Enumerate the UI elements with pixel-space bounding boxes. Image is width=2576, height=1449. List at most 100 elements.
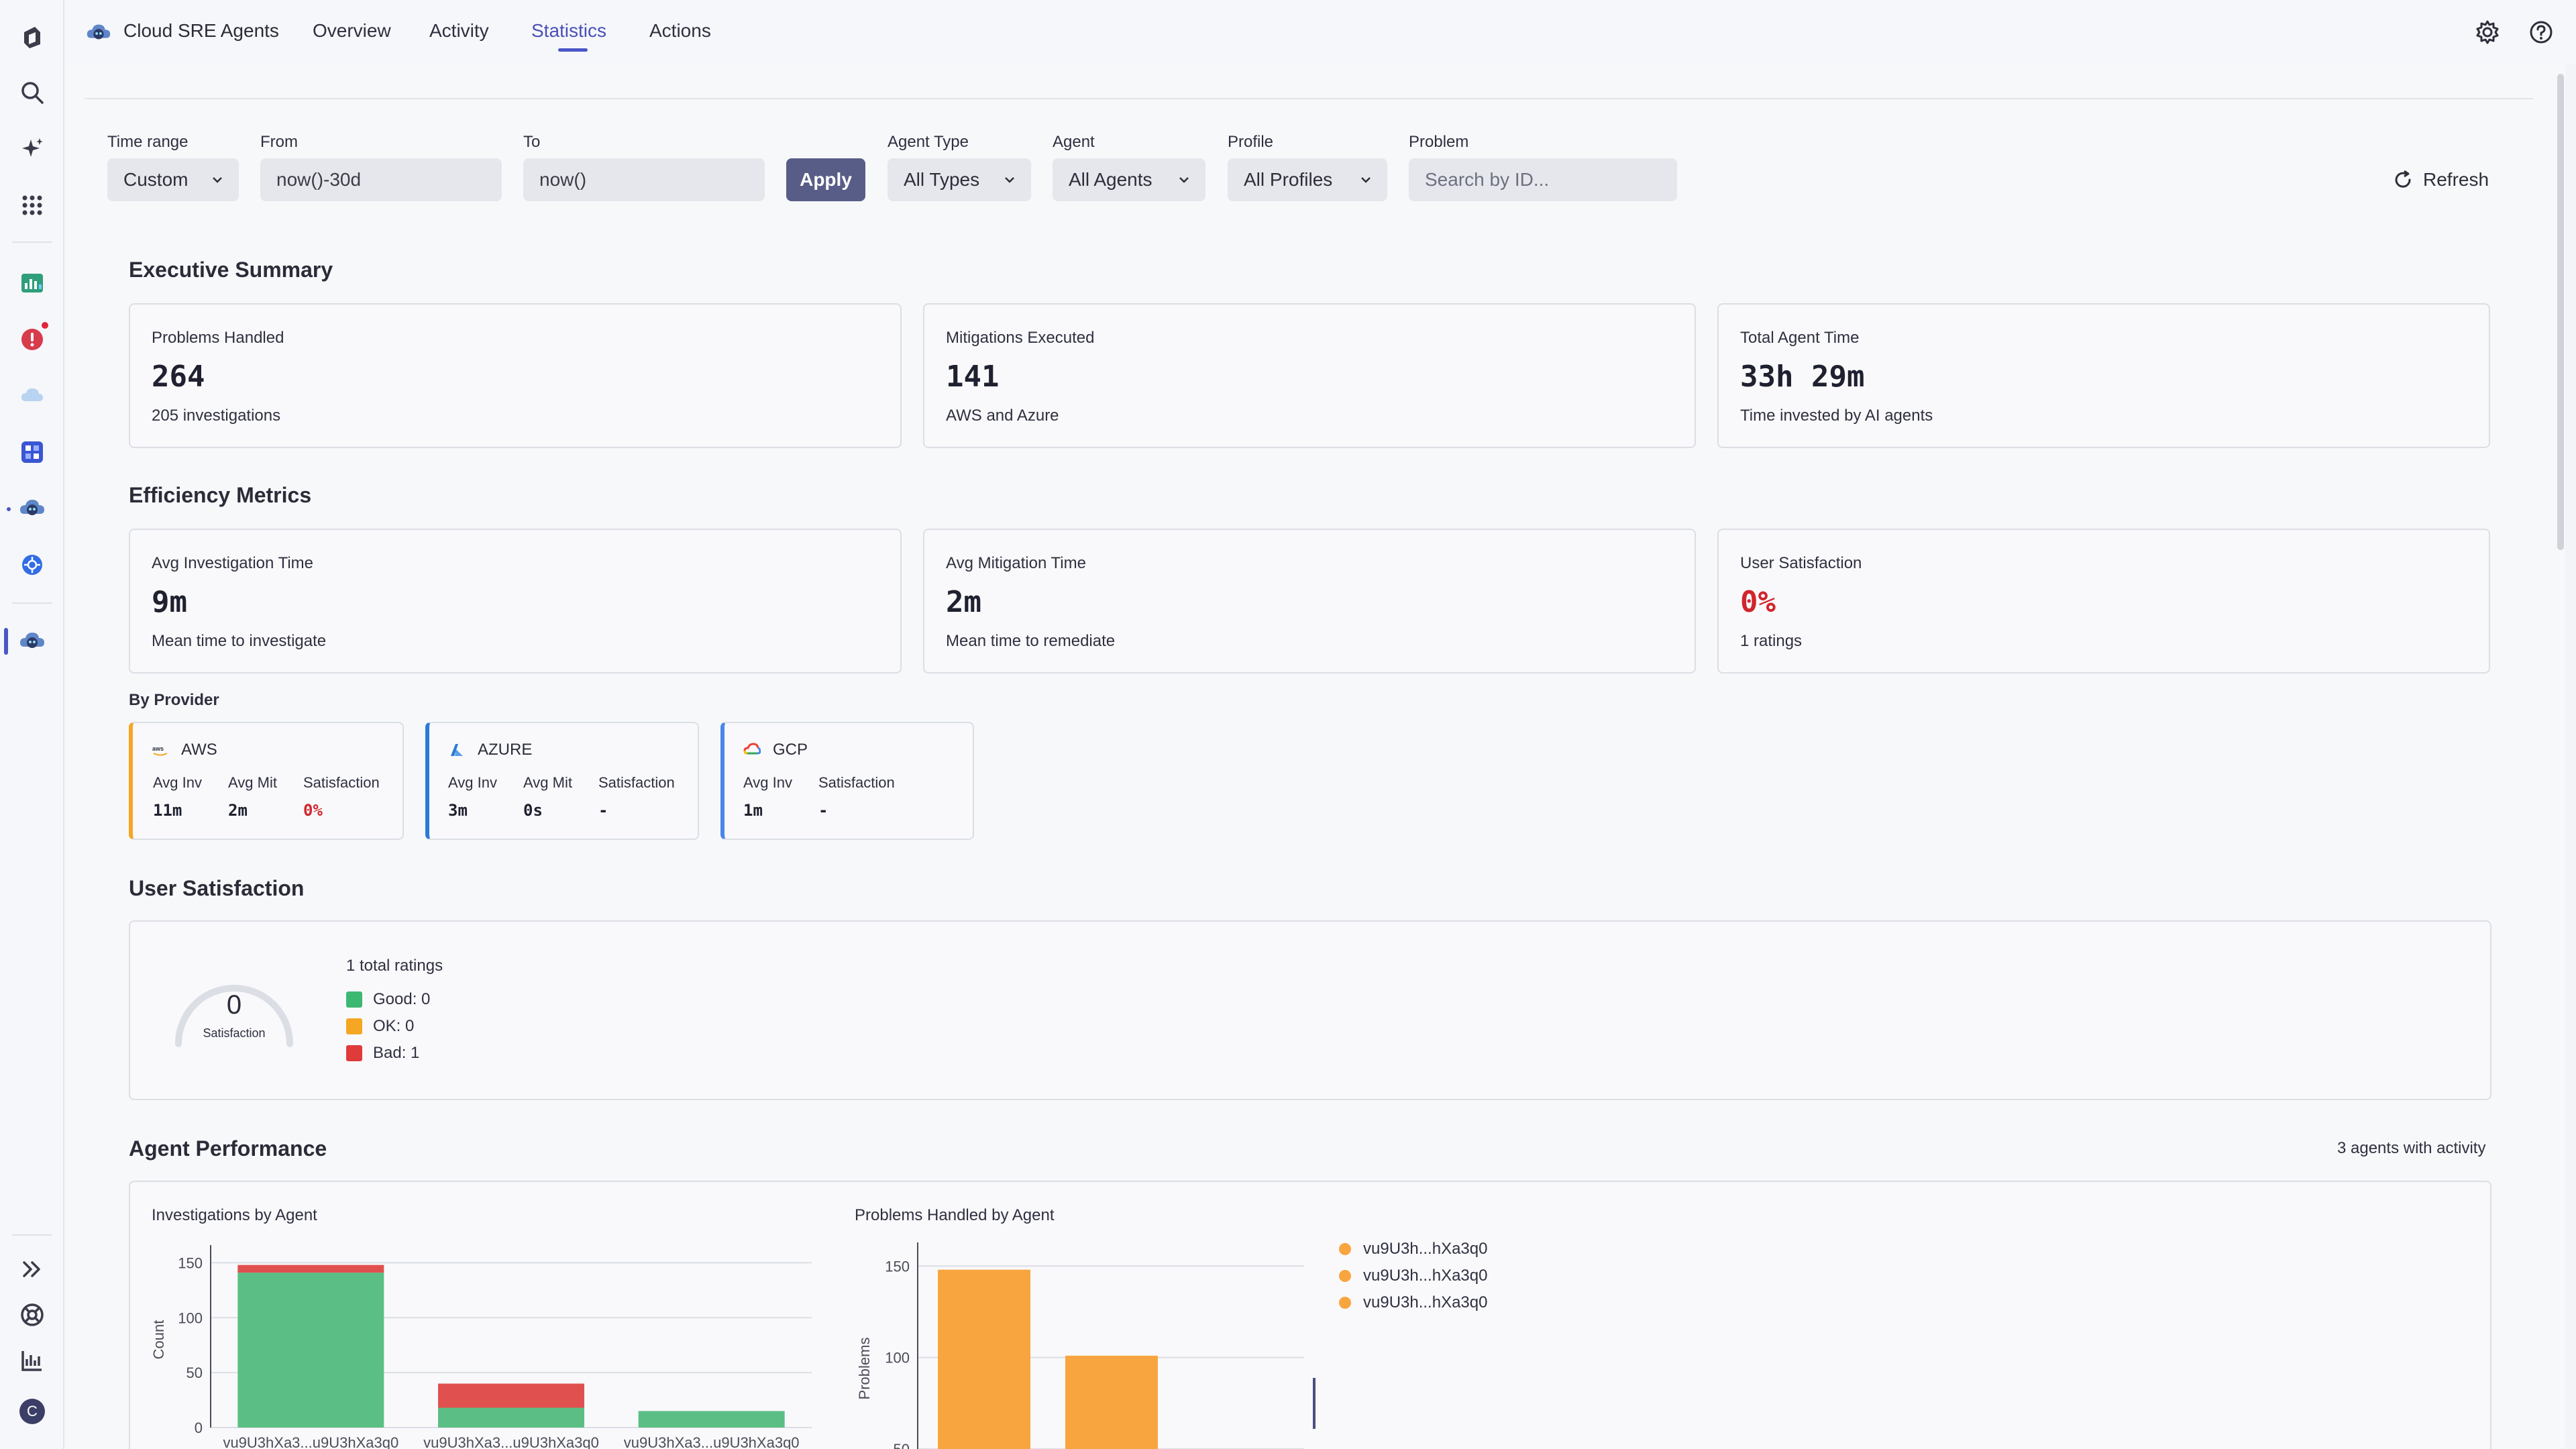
agent-type-select[interactable]: All Types [888, 158, 1031, 201]
card-value: 2m [946, 585, 981, 619]
provider-card-azure: AZURE Avg Inv 3m Avg Mit 0s Satisfaction… [425, 722, 699, 840]
chart-legend-item: vu9U3h...hXa3q0 [1339, 1293, 1487, 1312]
notification-dot [42, 322, 48, 329]
from-input[interactable]: now()-30d [260, 158, 502, 201]
gauge-value: 0 [226, 990, 242, 1020]
legend-label: Good: 0 [373, 990, 431, 1008]
agent-select[interactable]: All Agents [1053, 158, 1205, 201]
reports-icon[interactable] [13, 1342, 51, 1379]
expand-icon[interactable] [13, 1250, 51, 1288]
apps-grid-icon[interactable] [13, 186, 51, 224]
settings-gear-icon[interactable] [2473, 17, 2502, 47]
tab-statistics[interactable]: Statistics [531, 20, 607, 41]
aws-logo-icon: aws [152, 745, 168, 756]
gcp-logo-icon [743, 743, 761, 755]
y-tick-label: 150 [885, 1258, 910, 1275]
problems-chart-title: Problems Handled by Agent [855, 1206, 1055, 1224]
provider-metric: Satisfaction 0% [303, 774, 380, 820]
search-icon[interactable] [13, 74, 51, 111]
metric-label: Satisfaction [598, 774, 675, 791]
legend-dot [1339, 1270, 1351, 1282]
card-subtext: 1 ratings [1740, 632, 1803, 650]
provider-metric: Satisfaction - [818, 774, 895, 820]
provider-name: GCP [773, 741, 808, 759]
metric-value: 11m [153, 801, 182, 820]
card-subtext: Mean time to remediate [946, 632, 1116, 650]
problems-alert-icon[interactable] [13, 321, 51, 358]
provider-header: aws AWS [152, 741, 217, 759]
provider-metric: Avg Inv 11m [153, 774, 202, 820]
problem-label: Problem [1409, 133, 1469, 151]
legend-scroll-indicator[interactable] [1313, 1378, 1316, 1429]
card-label: User Satisfaction [1740, 554, 1862, 572]
agent-app-icon[interactable] [13, 490, 51, 527]
cloud-app-icon[interactable] [13, 377, 51, 415]
bar-segment [237, 1273, 384, 1428]
dashboard-app-icon[interactable] [13, 264, 51, 302]
user-satisfaction-card: User Satisfaction 0% 1 ratings [1717, 529, 2490, 674]
refresh-icon [2395, 170, 2411, 188]
x-tick-label: vu9U3hXa3...u9U3hXa3q0 [223, 1434, 398, 1449]
time-range-select[interactable]: Custom [107, 158, 239, 201]
azure-logo-icon [451, 744, 463, 756]
kubernetes-icon[interactable] [13, 546, 51, 584]
page-scrollbar[interactable] [2557, 74, 2564, 550]
content-divider [85, 98, 2533, 99]
grid-app-icon[interactable] [13, 433, 51, 471]
problem-search-input[interactable]: Search by ID... [1409, 158, 1677, 201]
card-label: Mitigations Executed [946, 329, 1095, 347]
chevron-down-icon [1361, 177, 1371, 183]
metric-label: Satisfaction [818, 774, 895, 791]
bar-segment [438, 1407, 584, 1428]
metric-label: Avg Mit [523, 774, 572, 791]
chevron-down-icon [1179, 177, 1189, 183]
provider-metric: Avg Mit 2m [228, 774, 277, 820]
tab-actions[interactable]: Actions [649, 20, 711, 41]
legend-dot [1339, 1297, 1351, 1309]
time-range-label: Time range [107, 133, 189, 151]
executive-summary-title: Executive Summary [129, 258, 333, 282]
bar [1065, 1355, 1158, 1449]
legend-label: Bad: 1 [373, 1044, 420, 1062]
profile-select[interactable]: All Profiles [1228, 158, 1387, 201]
card-value: 33h 29m [1740, 360, 1865, 394]
apply-button[interactable]: Apply [786, 158, 865, 201]
investigations-by-agent-chart: 0 50 100 150 Count vu9U3hXa3...u9U3hXa3q0 vu9U… [150, 1245, 812, 1449]
x-tick-label: vu9U3hXa3...u9U3hXa3q0 [624, 1434, 800, 1449]
app-home-icon[interactable] [13, 19, 51, 56]
legend-bad: Bad: 1 [346, 1044, 419, 1063]
support-icon[interactable] [13, 1296, 51, 1334]
refresh-label: Refresh [2423, 169, 2489, 190]
from-label: From [260, 133, 298, 151]
user-initial: C [19, 1399, 45, 1424]
y-tick-label: 100 [885, 1350, 910, 1366]
metric-label: Avg Inv [448, 774, 497, 791]
agent-type-value: All Types [904, 169, 980, 190]
help-icon[interactable] [2526, 17, 2556, 47]
metric-label: Avg Mit [228, 774, 277, 791]
left-rail: C [0, 0, 64, 1449]
avg-investigation-time-card: Avg Investigation Time 9m Mean time to i… [129, 529, 902, 674]
chart-legend-item: vu9U3h...hXa3q0 [1339, 1267, 1487, 1285]
total-ratings: 1 total ratings [346, 957, 443, 975]
tab-overview[interactable]: Overview [313, 20, 391, 41]
svg-text:aws: aws [152, 745, 164, 752]
gauge-label: Satisfaction [203, 1026, 266, 1040]
provider-header: AZURE [448, 741, 532, 759]
agent-app-active-icon[interactable] [13, 623, 51, 660]
legend-swatch [346, 1018, 362, 1034]
chevron-down-icon [213, 177, 222, 183]
tab-activity[interactable]: Activity [429, 20, 489, 41]
refresh-button[interactable]: Refresh [2392, 168, 2489, 192]
metric-value: 3m [448, 801, 468, 820]
user-satisfaction-title: User Satisfaction [129, 876, 305, 900]
user-avatar[interactable]: C [13, 1393, 51, 1430]
y-axis-title: Count [150, 1320, 167, 1360]
legend-good: Good: 0 [346, 990, 430, 1009]
chart-legend-item: vu9U3h...hXa3q0 [1339, 1240, 1487, 1258]
app-logo-icon [87, 24, 111, 40]
y-axis-title: Problems [856, 1338, 873, 1400]
ai-sparkle-icon[interactable] [13, 130, 51, 168]
agent-type-label: Agent Type [888, 133, 969, 151]
to-input[interactable]: now() [523, 158, 765, 201]
